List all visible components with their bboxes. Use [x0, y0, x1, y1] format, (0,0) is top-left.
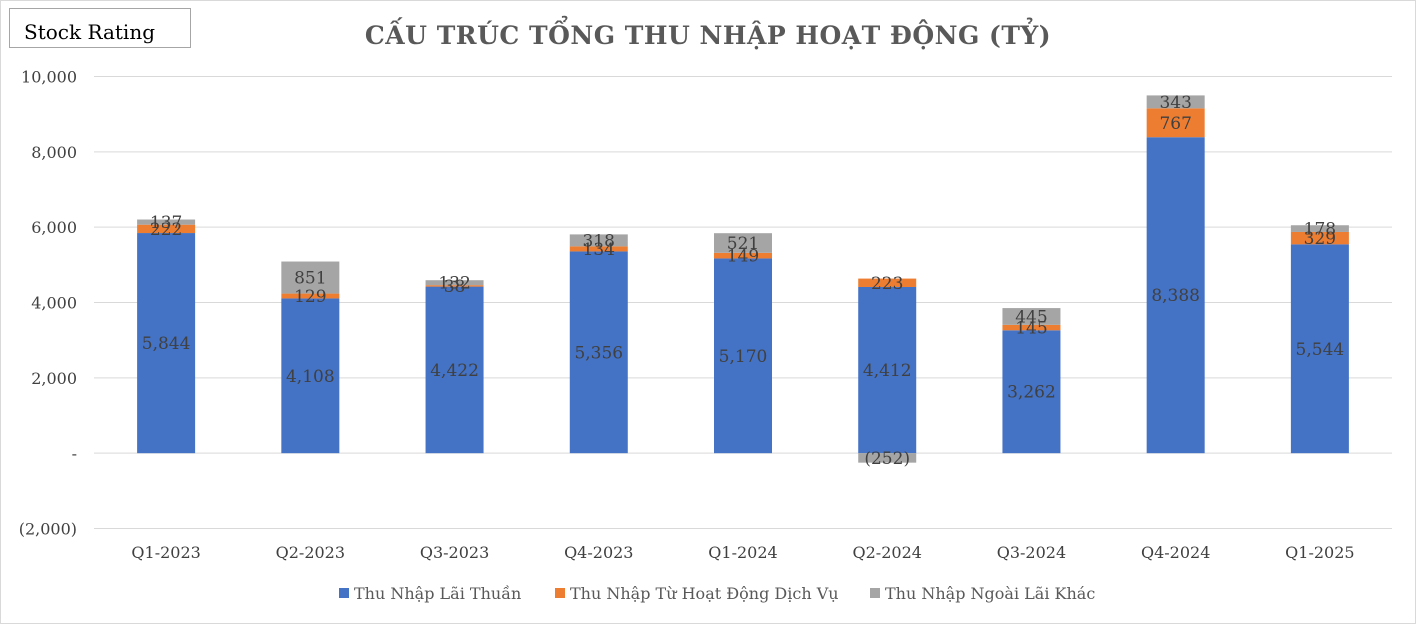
x-tick-label: Q1-2024	[708, 543, 777, 562]
brand-label: Stock Rating	[9, 8, 191, 48]
bars	[137, 95, 1349, 463]
bar-segment	[858, 286, 917, 454]
data-label: 223	[871, 274, 903, 294]
data-label: 4,422	[430, 361, 479, 381]
data-label: 145	[1015, 319, 1047, 339]
x-tick-label: Q4-2023	[564, 543, 633, 562]
bar-segment	[1290, 225, 1349, 232]
y-axis-ticks: 10,000 8,000 6,000 4,000 2,000 - (2,000)	[19, 68, 77, 539]
bar-segment	[569, 251, 628, 454]
y-tick-label: 10,000	[21, 68, 77, 87]
data-label: (252)	[864, 449, 910, 469]
chart-title: CẤU TRÚC TỔNG THU NHẬP HOẠT ĐỘNG (TỶ)	[365, 16, 1051, 50]
bar-segment	[858, 278, 917, 287]
x-axis-ticks: Q1-2023 Q2-2023 Q3-2023 Q4-2023 Q1-2024 Q2-20…	[131, 543, 1354, 562]
bar-segment	[1146, 137, 1205, 454]
data-label: 132	[438, 274, 470, 294]
bar-segment	[1002, 324, 1061, 331]
bar-segment	[1002, 308, 1061, 325]
bar-segment	[1290, 244, 1349, 454]
data-label: 3,262	[1007, 383, 1056, 403]
bar-segment	[569, 246, 628, 252]
y-tick-label: 2,000	[31, 369, 77, 388]
legend-swatch	[870, 588, 880, 598]
data-label: 222	[150, 220, 182, 240]
bar-segment	[281, 298, 340, 454]
data-label: 767	[1159, 114, 1191, 134]
bar-segment	[569, 234, 628, 247]
data-label: 134	[583, 240, 615, 260]
y-tick-label: -	[72, 444, 77, 463]
bar-segment	[714, 252, 772, 259]
bar-segment	[858, 453, 917, 463]
x-tick-label: Q3-2023	[420, 543, 489, 562]
data-label: 5,356	[574, 343, 623, 363]
bar-segment	[1146, 95, 1205, 109]
data-label: 38	[444, 277, 466, 297]
data-label: 521	[727, 234, 759, 254]
bar-segment	[714, 233, 772, 253]
data-label: 5,544	[1296, 340, 1345, 360]
x-tick-label: Q4-2024	[1141, 543, 1210, 562]
legend-swatch	[555, 588, 565, 598]
data-label: 149	[727, 247, 759, 267]
legend-label: Thu Nhập Ngoài Lãi Khác	[885, 584, 1095, 603]
bar-segment	[1290, 231, 1349, 245]
data-label: 5,170	[719, 347, 768, 367]
legend-label: Thu Nhập Từ Hoạt Động Dịch Vụ	[570, 584, 839, 603]
legend-label: Thu Nhập Lãi Thuần	[354, 584, 521, 603]
data-label: 851	[294, 269, 326, 289]
bar-segment	[425, 285, 484, 287]
data-label: 178	[1304, 220, 1336, 240]
y-tick-label: 6,000	[31, 218, 77, 237]
y-tick-label: 4,000	[31, 294, 77, 313]
x-tick-label: Q1-2025	[1285, 543, 1354, 562]
x-tick-label: Q3-2024	[997, 543, 1066, 562]
data-label: 4,412	[863, 361, 912, 381]
legend-swatch	[339, 588, 349, 598]
data-label: 129	[294, 287, 326, 307]
x-tick-label: Q2-2024	[853, 543, 922, 562]
data-label: 343	[1159, 93, 1191, 113]
data-label: 445	[1015, 307, 1047, 327]
bar-segment	[425, 286, 484, 454]
bar-segment	[425, 280, 484, 286]
y-tick-label: 8,000	[31, 143, 77, 162]
x-tick-label: Q2-2023	[276, 543, 345, 562]
y-tick-label: (2,000)	[19, 520, 77, 539]
data-label: 318	[583, 231, 615, 251]
data-label: 5,844	[142, 334, 191, 354]
data-label: 329	[1304, 229, 1336, 249]
data-label: 8,388	[1151, 286, 1200, 306]
bar-segment	[281, 261, 340, 294]
bar-segment	[137, 224, 196, 234]
bar-segment	[1002, 330, 1061, 454]
legend: Thu Nhập Lãi Thuần Thu Nhập Từ Hoạt Động …	[339, 584, 1095, 603]
bar-segment	[137, 233, 196, 454]
bar-segment	[281, 293, 340, 299]
bar-segment	[1146, 108, 1205, 138]
bar-segment	[714, 258, 772, 454]
data-label: 4,108	[286, 367, 335, 387]
data-label: 137	[150, 213, 182, 233]
x-tick-label: Q1-2023	[131, 543, 200, 562]
bar-segment	[137, 219, 196, 225]
